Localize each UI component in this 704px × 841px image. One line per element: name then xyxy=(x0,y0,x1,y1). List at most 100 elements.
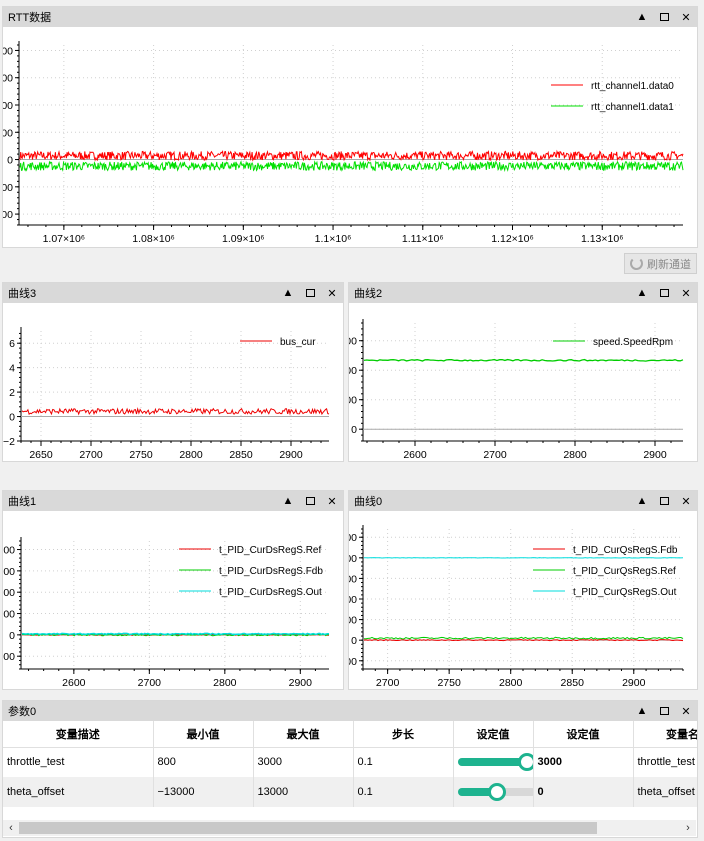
cell-max[interactable]: 3000 xyxy=(253,747,354,777)
curve2-plot[interactable]: 300 200 100 0 2600 2700 2800 2900 speed.SpeedRpm xyxy=(349,303,697,461)
x-tick-label: 2700 xyxy=(138,677,162,689)
close-icon[interactable]: ✕ xyxy=(681,705,691,718)
scroll-thumb[interactable] xyxy=(19,822,597,834)
collapse-icon[interactable]: ▲ xyxy=(636,11,648,23)
maximize-icon[interactable] xyxy=(299,491,321,511)
curve2-titlebar: 曲线2 ▲ ✕ xyxy=(349,283,697,303)
maximize-icon[interactable] xyxy=(653,701,675,721)
table-row[interactable]: theta_offset −13000 13000 0.1 0 theta_of… xyxy=(3,777,697,807)
scroll-right-icon[interactable]: › xyxy=(686,822,690,834)
close-icon[interactable]: ✕ xyxy=(327,495,337,508)
x-tick-label: 2600 xyxy=(403,449,427,461)
col-header[interactable]: 设定值 xyxy=(453,721,534,748)
maximize-icon[interactable] xyxy=(299,283,321,303)
collapse-icon[interactable]: ▲ xyxy=(636,287,648,299)
curve3-titlebar: 曲线3 ▲ ✕ xyxy=(3,283,343,303)
series-line-rtt_channel1.data0 xyxy=(19,149,684,162)
y-tick-label: 2 xyxy=(9,387,15,399)
curve0-plot[interactable]: 25000 20000 15000 10000 5000 0 −5000 2700 2750 28… xyxy=(349,511,697,689)
collapse-icon[interactable]: ▲ xyxy=(636,705,648,717)
legend-label: t_PID_CurDsRegS.Fdb xyxy=(219,566,323,577)
col-header[interactable]: 最小值 xyxy=(153,721,254,748)
collapse-icon[interactable]: ▲ xyxy=(282,287,294,299)
col-header[interactable]: 变量名称 xyxy=(633,721,697,748)
table-row[interactable]: throttle_test 800 3000 0.1 3000 throttle… xyxy=(3,747,697,777)
legend-label: bus_cur xyxy=(280,337,316,348)
collapse-icon[interactable]: ▲ xyxy=(282,495,294,507)
cell-desc[interactable]: throttle_test xyxy=(3,747,154,777)
y-tick-label: 15000 xyxy=(349,573,357,585)
y-tick-label: −500 xyxy=(3,182,13,194)
close-icon[interactable]: ✕ xyxy=(681,495,691,508)
legend: t_PID_CurQsRegS.Fdb t_PID_CurQsRegS.Ref t_… xyxy=(533,545,678,598)
cell-step[interactable]: 0.1 xyxy=(353,777,454,807)
series-line-t_PID_CurQsRegS.Ref xyxy=(363,636,684,640)
x-tick-label: 2800 xyxy=(179,449,203,461)
y-tick-label: 20000 xyxy=(349,553,357,565)
cell-min[interactable]: 800 xyxy=(153,747,254,777)
y-tick-label: 0 xyxy=(7,155,13,167)
cell-name[interactable]: throttle_test xyxy=(633,747,697,777)
close-icon[interactable]: ✕ xyxy=(681,287,691,300)
cell-step[interactable]: 0.1 xyxy=(353,747,454,777)
x-tick-label: 2850 xyxy=(561,677,585,689)
params-table-wrap: 变量描述 最小值 最大值 步长 设定值 设定值 变量名称 throttle_te… xyxy=(3,721,697,807)
cell-name[interactable]: theta_offset xyxy=(633,777,697,807)
legend-label: rtt_channel1.data1 xyxy=(591,102,674,113)
y-tick-label: 1000 xyxy=(3,100,13,112)
chart-svg: 300 200 100 0 2600 2700 2800 2900 speed.SpeedRpm xyxy=(349,319,684,461)
cell-value[interactable]: 0 xyxy=(533,777,634,807)
col-header[interactable]: 变量描述 xyxy=(3,721,154,748)
maximize-icon[interactable] xyxy=(653,283,675,303)
maximize-icon[interactable] xyxy=(653,491,675,511)
x-tick-label: 1.1×10⁶ xyxy=(315,233,352,245)
x-tick-label: 1.11×10⁶ xyxy=(402,233,444,245)
rtt-panel: RTT数据 ▲ ✕ 2000 1500 1000 500 0 −500 −1000 1.07×… xyxy=(2,6,698,248)
slider-fill xyxy=(457,758,532,767)
slider-handle[interactable] xyxy=(517,753,532,772)
x-tick-label: 1.09×10⁶ xyxy=(222,233,265,245)
rtt-plot[interactable]: 2000 1500 1000 500 0 −500 −1000 1.07×10⁶ 1.08×10… xyxy=(3,27,697,247)
chart-svg: 25000 20000 15000 10000 5000 0 −5000 2700 2750 28… xyxy=(349,525,684,689)
rtt-title: RTT数据 xyxy=(8,12,52,24)
x-tick-label: 2650 xyxy=(29,449,53,461)
collapse-icon[interactable]: ▲ xyxy=(636,495,648,507)
col-header[interactable]: 最大值 xyxy=(253,721,354,748)
cell-min[interactable]: −13000 xyxy=(153,777,254,807)
col-header[interactable]: 步长 xyxy=(353,721,454,748)
legend-label: rtt_channel1.data0 xyxy=(591,81,674,92)
slider-handle[interactable] xyxy=(487,783,506,801)
scroll-left-icon[interactable]: ‹ xyxy=(9,822,13,834)
y-tick-label: 5000 xyxy=(349,615,357,627)
legend-label: t_PID_CurDsRegS.Ref xyxy=(219,545,321,556)
scroll-track[interactable] xyxy=(19,822,680,834)
y-tick-label: −1000 xyxy=(3,209,13,221)
close-icon[interactable]: ✕ xyxy=(681,11,691,24)
legend: speed.SpeedRpm xyxy=(553,337,673,348)
params-title: 参数0 xyxy=(8,706,37,718)
y-tick-label: 0 xyxy=(351,424,357,436)
curve1-plot[interactable]: 20000 15000 10000 5000 0 −5000 2600 2700 2800 290… xyxy=(3,511,343,689)
table-header-row: 变量描述 最小值 最大值 步长 设定值 设定值 变量名称 xyxy=(3,721,697,748)
value-slider[interactable] xyxy=(457,783,532,801)
y-tick-label: 10000 xyxy=(3,587,15,599)
cell-max[interactable]: 13000 xyxy=(253,777,354,807)
chart-svg: 20000 15000 10000 5000 0 −5000 2600 2700 2800 290… xyxy=(3,537,330,689)
y-tick-label: 6 xyxy=(9,338,15,350)
y-tick-label: 15000 xyxy=(3,566,15,578)
maximize-icon[interactable] xyxy=(653,7,675,27)
horizontal-scrollbar[interactable]: ‹ › xyxy=(3,820,696,836)
y-tick-label: 20000 xyxy=(3,545,15,557)
legend-label: t_PID_CurDsRegS.Out xyxy=(219,587,322,598)
cell-desc[interactable]: theta_offset xyxy=(3,777,154,807)
value-slider[interactable] xyxy=(457,753,532,772)
cell-value[interactable]: 3000 xyxy=(533,747,634,777)
close-icon[interactable]: ✕ xyxy=(327,287,337,300)
y-tick-label: 2000 xyxy=(3,45,13,57)
refresh-channel-button[interactable]: 刷新通道 xyxy=(624,253,697,274)
curve3-plot[interactable]: 6 4 2 0 −2 2650 2700 2750 2800 2850 2900 bus_cur xyxy=(3,303,343,461)
y-tick-label: 200 xyxy=(349,365,357,377)
col-header[interactable]: 设定值 xyxy=(533,721,634,748)
curve3-title: 曲线3 xyxy=(8,288,37,300)
y-tick-label: 500 xyxy=(3,127,13,139)
